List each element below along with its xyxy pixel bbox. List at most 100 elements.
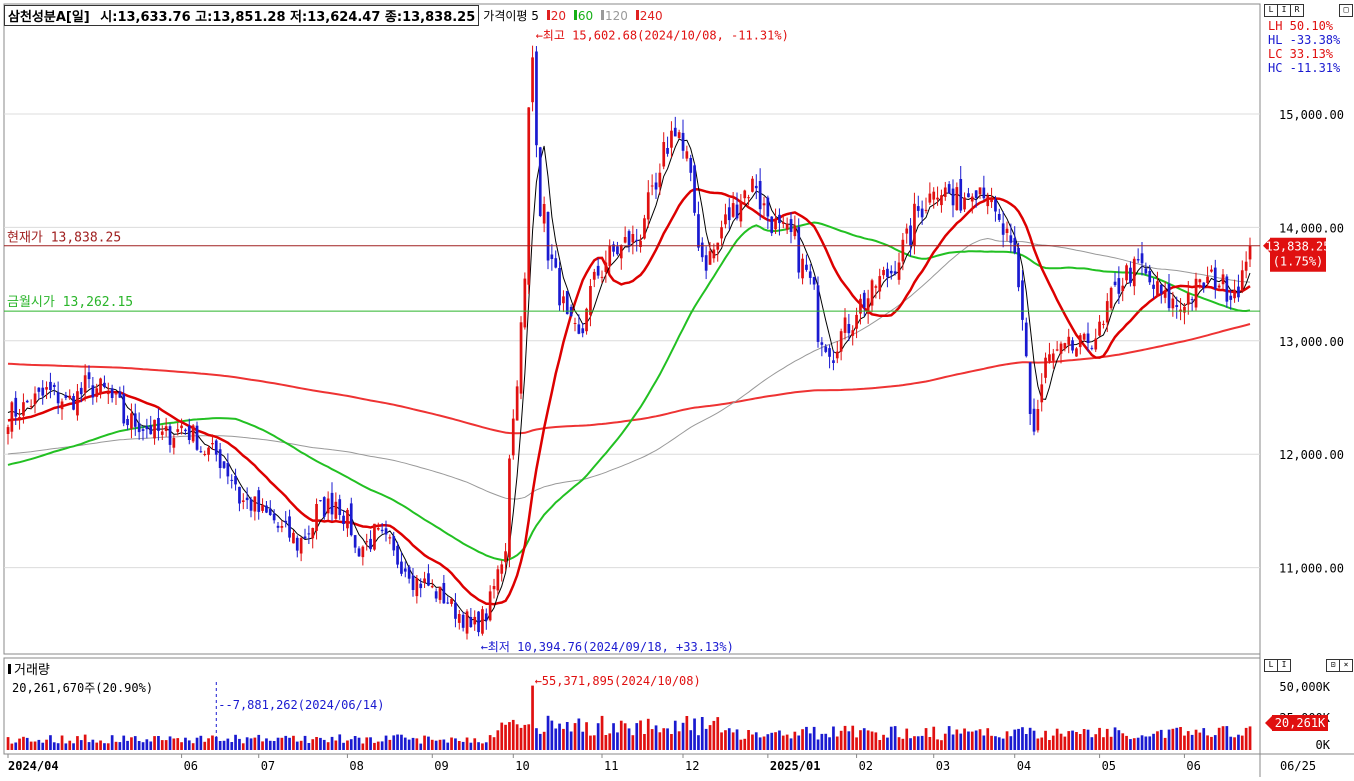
volume-bar (1063, 736, 1067, 750)
volume-bar (37, 739, 41, 750)
volume-bar (639, 720, 642, 750)
volume-bar (326, 742, 330, 750)
volume-bar (280, 737, 284, 750)
volume-bar (581, 731, 585, 750)
candle-body (758, 181, 762, 210)
panel-scale-icon[interactable]: I (1277, 4, 1291, 17)
volume-bar (369, 737, 372, 750)
candle-body (693, 165, 696, 213)
candle-body (407, 566, 411, 579)
x-tick-label: 07 (261, 759, 275, 773)
panel-reset-icon[interactable]: R (1290, 4, 1304, 17)
volume-bar (789, 738, 793, 750)
candle-body (889, 270, 893, 274)
candle-body (430, 586, 434, 588)
volume-bar (1167, 729, 1171, 750)
volume-close-icon[interactable]: × (1339, 659, 1353, 672)
ma-legend[interactable]: 가격이평 5 20 60 120 240 (483, 7, 662, 24)
candle-body (909, 225, 912, 246)
volume-bar (442, 739, 446, 750)
panel-maximize-icon[interactable]: □ (1339, 4, 1353, 17)
candle-body (970, 196, 974, 202)
candle-body (585, 308, 588, 332)
volume-bar (1040, 737, 1044, 750)
volume-scale-icon[interactable]: I (1277, 659, 1291, 672)
candle-body (261, 504, 264, 511)
candle-body (762, 203, 766, 206)
volume-bar (708, 725, 712, 750)
range-stats: LH 50.10% HL -33.38% LC 33.13% HC -11.31… (1268, 19, 1341, 75)
volume-bar (446, 742, 450, 750)
volume-bar (461, 741, 465, 750)
candle-body (835, 351, 839, 359)
candle-body (936, 197, 939, 200)
candle-body (349, 503, 353, 536)
candle-body (137, 423, 141, 433)
candle-body (1001, 223, 1005, 235)
volume-bar (14, 742, 18, 750)
candle-body (851, 330, 855, 336)
volume-bar (419, 743, 423, 750)
volume-bar (1078, 734, 1082, 750)
candle-body (288, 516, 291, 538)
candle-body (1237, 286, 1240, 298)
volume-bar (396, 734, 399, 750)
current-price-badge-value: 13,838.25 (1265, 240, 1330, 254)
volume-bar (207, 738, 210, 750)
volume-bar (623, 723, 627, 750)
candle-body (940, 195, 943, 206)
candle-body (627, 231, 631, 247)
volume-bar (627, 728, 631, 750)
candle-body (330, 492, 334, 515)
volume-bar (774, 732, 777, 750)
candle-body (172, 438, 176, 448)
volume-bar (523, 724, 527, 750)
stat-hl: HL -33.38% (1268, 33, 1341, 47)
candle-body (1129, 267, 1132, 283)
volume-bar (631, 735, 635, 750)
volume-bar (616, 732, 619, 750)
volume-bar (18, 738, 21, 750)
candle-body (639, 240, 642, 247)
volume-bar (1248, 726, 1252, 750)
candle-body (955, 187, 959, 211)
candle-body (1217, 285, 1221, 288)
candle-body (1198, 279, 1202, 283)
candle-body (1071, 340, 1074, 351)
x-tick-label: 10 (515, 759, 529, 773)
candle-body (519, 322, 523, 394)
candle-body (1067, 336, 1071, 345)
candle-body (623, 237, 627, 243)
candle-body (893, 271, 897, 274)
ma240-line (7, 323, 1251, 435)
volume-tool-icon[interactable]: L (1264, 659, 1278, 672)
volume-bar (762, 736, 766, 750)
candle-body (866, 298, 870, 314)
volume-bar (295, 741, 299, 750)
candle-body (1036, 409, 1040, 431)
candle-body (554, 258, 558, 268)
chart-title-box[interactable]: 삼천성분A[일] 시:13,633.76 고:13,851.28 저:13,62… (4, 4, 480, 26)
volume-bar (1163, 737, 1167, 750)
volume-bar (612, 723, 615, 750)
volume-bar (963, 728, 966, 750)
volume-bar (527, 724, 531, 750)
volume-bar (1044, 730, 1047, 750)
volume-bar (288, 737, 291, 750)
volume-bar (1109, 736, 1113, 750)
volume-bar (1156, 731, 1159, 750)
x-tick-label: 03 (936, 759, 950, 773)
candle-body (600, 276, 604, 278)
volume-bar (932, 726, 936, 750)
volume-bar (1048, 740, 1051, 750)
panel-tool-icon[interactable]: L (1264, 4, 1278, 17)
volume-maximize-icon[interactable]: ⊡ (1326, 659, 1340, 672)
volume-bar (1071, 730, 1074, 750)
candle-body (29, 405, 33, 407)
candle-body (176, 429, 180, 432)
volume-bar (126, 740, 129, 750)
volume-bar (454, 738, 457, 750)
volume-bar (187, 740, 191, 750)
candle-body (1051, 353, 1055, 361)
